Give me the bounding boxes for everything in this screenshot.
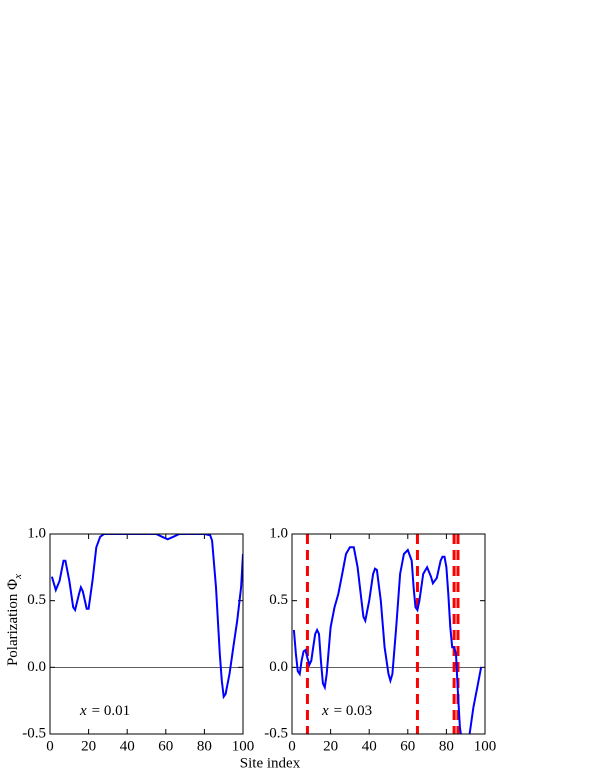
- y-tick-label: 0.5: [27, 592, 46, 608]
- y-tick-label: 0.0: [269, 659, 288, 675]
- x-tick-label: 80: [439, 738, 454, 754]
- annotation: x = 0.01: [79, 703, 130, 719]
- x-tick-label: 100: [474, 738, 497, 754]
- y-tick-label: 1.0: [27, 525, 46, 541]
- y-tick-label: 0.0: [27, 659, 46, 675]
- x-tick-label: 20: [323, 738, 338, 754]
- series-line: [292, 546, 483, 734]
- x-tick-label: 40: [362, 738, 377, 754]
- y-tick-label: 0.5: [269, 592, 288, 608]
- annotation-variable: x: [79, 703, 87, 719]
- annotation: x = 0.03: [321, 703, 372, 719]
- y-tick-label: 1.0: [269, 525, 288, 541]
- x-axis-label: Site index: [240, 755, 301, 771]
- annotation-value: = 0.01: [92, 703, 130, 719]
- annotation-value: = 0.03: [334, 703, 372, 719]
- plot-area: [292, 534, 483, 734]
- y-label-sub: x: [12, 574, 24, 580]
- x-tick-label: 80: [197, 738, 212, 754]
- x-tick-label: 0: [288, 738, 296, 754]
- x-tick-label: 100: [232, 738, 255, 754]
- x-tick-label: 40: [120, 738, 135, 754]
- plot-area: [50, 534, 243, 700]
- x-tick-label: 0: [46, 738, 54, 754]
- y-tick-label: -0.5: [264, 725, 288, 741]
- plot-frame: [49, 533, 244, 735]
- plot-frame: [291, 533, 486, 735]
- x-tick-label: 60: [158, 738, 173, 754]
- annotation-variable: x: [321, 703, 329, 719]
- y-axis-label: Polarization Φx: [5, 574, 23, 666]
- y-tick-label: -0.5: [22, 725, 46, 741]
- series-line: [50, 534, 243, 700]
- x-tick-label: 20: [81, 738, 96, 754]
- x-tick-label: 60: [400, 738, 415, 754]
- y-label-text: Polarization Φ: [5, 579, 21, 666]
